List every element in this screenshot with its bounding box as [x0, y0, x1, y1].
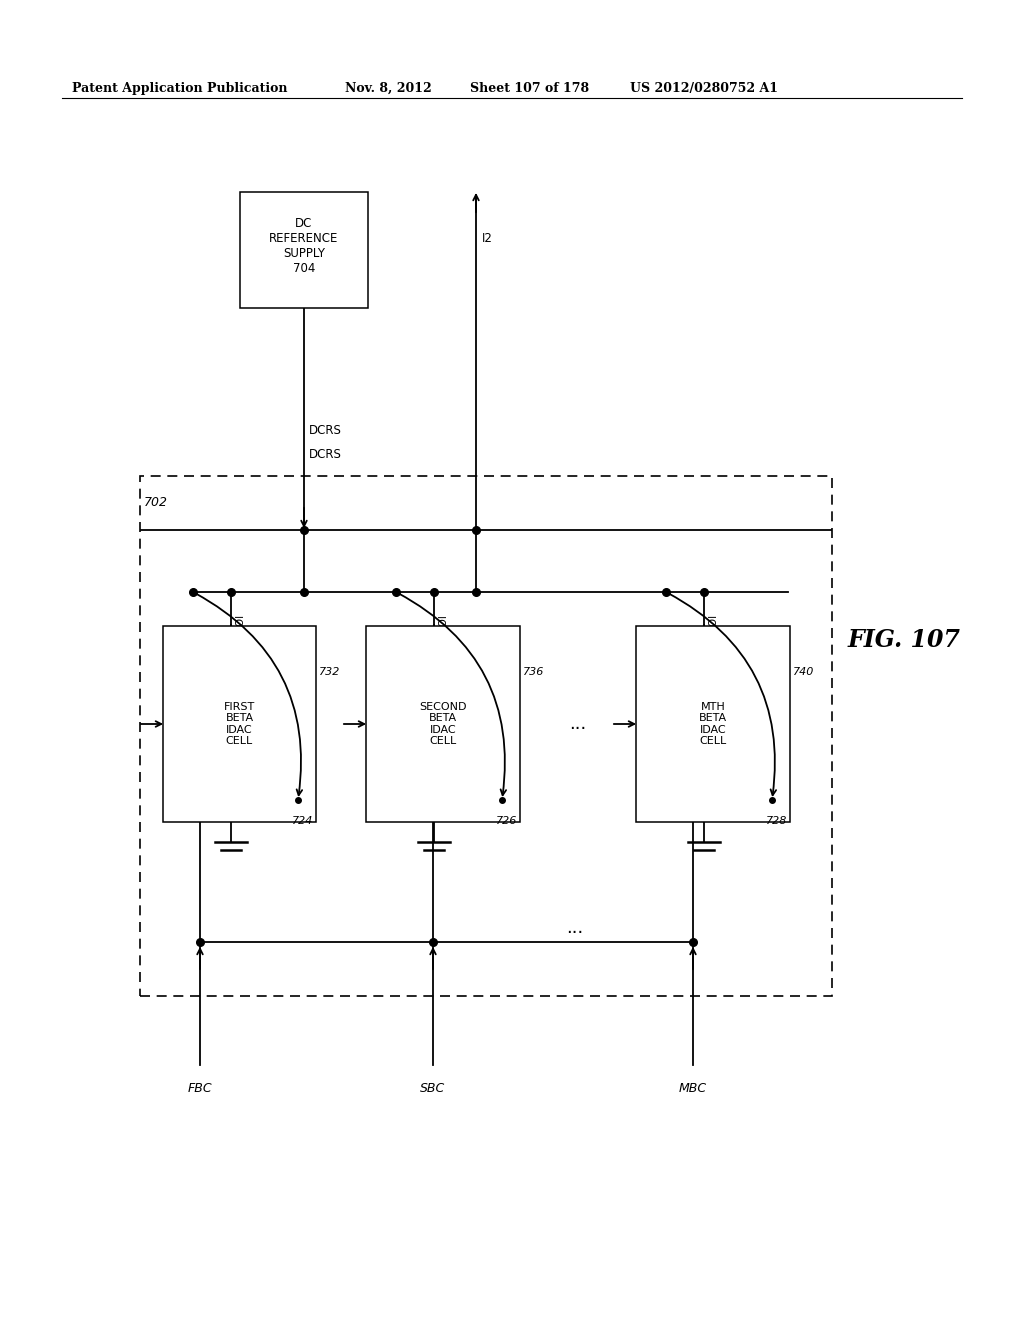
Text: DCRS: DCRS	[309, 424, 342, 437]
Text: DCRS: DCRS	[309, 449, 342, 462]
Text: 728: 728	[766, 816, 787, 826]
Text: FIG. 107: FIG. 107	[848, 628, 961, 652]
Text: 726: 726	[496, 816, 517, 826]
Text: DC
REFERENCE
SUPPLY
704: DC REFERENCE SUPPLY 704	[269, 216, 339, 275]
Bar	[636, 626, 790, 822]
Text: 730: 730	[199, 630, 220, 639]
Text: Nov. 8, 2012: Nov. 8, 2012	[345, 82, 432, 95]
Text: Sheet 107 of 178: Sheet 107 of 178	[470, 82, 589, 95]
Text: 736: 736	[523, 667, 545, 677]
Text: 738: 738	[672, 630, 693, 639]
Bar	[240, 191, 368, 308]
Text: ...: ...	[569, 715, 587, 733]
Text: FBOI: FBOI	[234, 614, 245, 638]
Text: MBC: MBC	[679, 1082, 707, 1096]
Text: SBOI: SBOI	[438, 614, 449, 639]
Bar	[366, 626, 520, 822]
Text: 702: 702	[144, 496, 168, 510]
Bar	[140, 477, 831, 997]
Text: SECOND
BETA
IDAC
CELL: SECOND BETA IDAC CELL	[419, 702, 467, 746]
Text: FBC: FBC	[187, 1082, 212, 1096]
Text: 740: 740	[793, 667, 814, 677]
Text: SBC: SBC	[421, 1082, 445, 1096]
Text: MBOI: MBOI	[708, 614, 718, 642]
Text: 724: 724	[292, 816, 313, 826]
Text: US 2012/0280752 A1: US 2012/0280752 A1	[630, 82, 778, 95]
Text: FIRST
BETA
IDAC
CELL: FIRST BETA IDAC CELL	[224, 702, 255, 746]
Text: I2: I2	[482, 231, 493, 244]
Bar	[163, 626, 316, 822]
Text: 732: 732	[319, 667, 340, 677]
Text: 734: 734	[402, 630, 423, 639]
Text: Patent Application Publication: Patent Application Publication	[72, 82, 288, 95]
Text: ...: ...	[566, 919, 584, 937]
Text: MTH
BETA
IDAC
CELL: MTH BETA IDAC CELL	[699, 702, 727, 746]
